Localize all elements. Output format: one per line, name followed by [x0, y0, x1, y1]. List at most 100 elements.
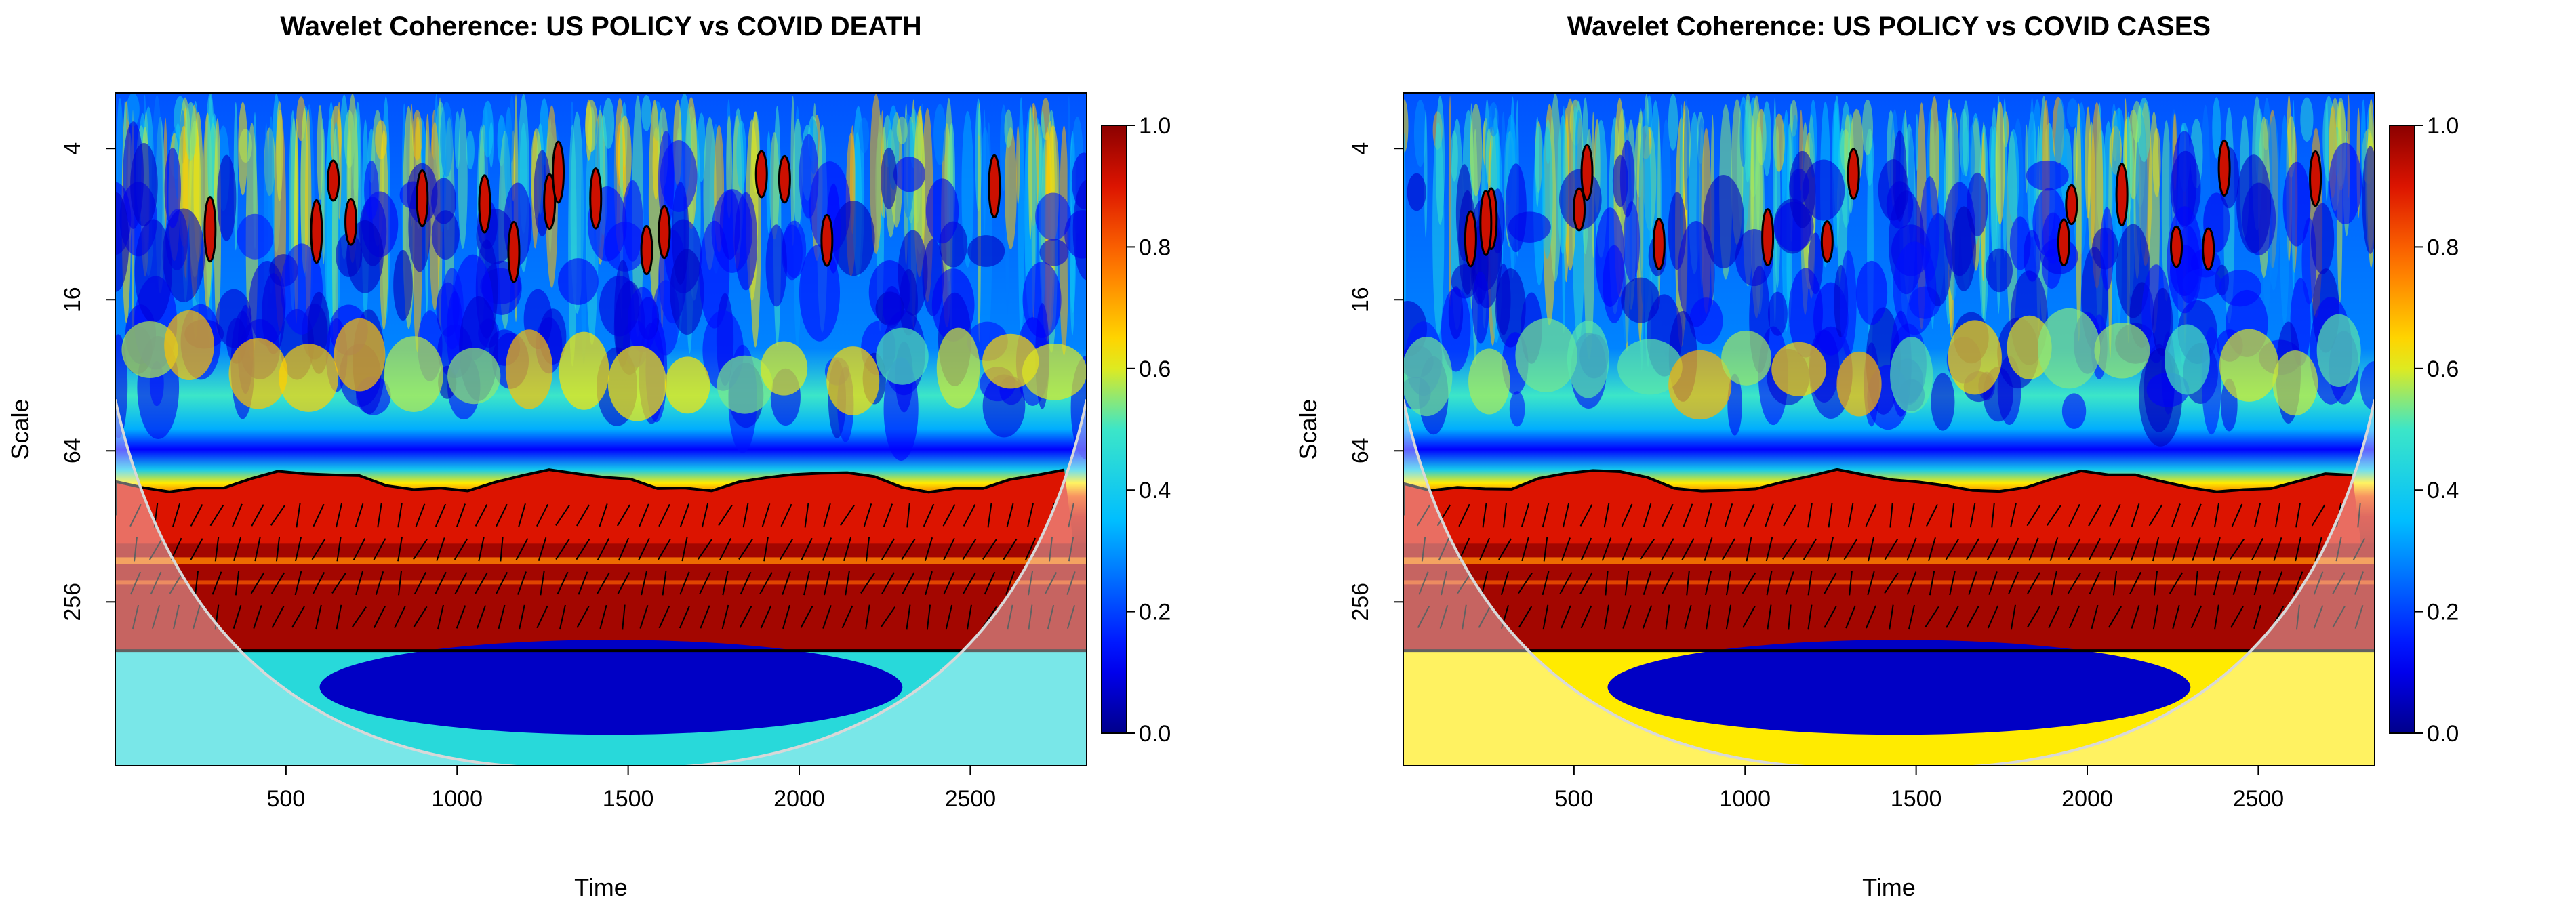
phase-arrow — [1542, 503, 1550, 528]
phase-arrow — [2088, 504, 2101, 527]
phase-arrow — [1683, 503, 1693, 527]
phase-arrow — [148, 538, 163, 560]
y-tick-label: 256 — [60, 583, 85, 621]
phase-arrow — [1908, 604, 1915, 630]
phase-arrow — [478, 537, 485, 562]
phase-arrow — [883, 503, 893, 527]
phase-arrow — [1643, 503, 1652, 527]
phase-arrow — [2129, 571, 2141, 595]
phase-arrow — [880, 606, 896, 627]
coherence-gap — [2026, 160, 2069, 191]
significant-spot — [988, 154, 1001, 219]
phase-arrow — [1418, 571, 1429, 595]
phase-arrow — [540, 571, 545, 596]
phase-arrow — [578, 571, 588, 595]
coherence-gap — [931, 268, 975, 342]
phase-arrow — [2357, 503, 2361, 528]
phase-arrow — [2172, 604, 2180, 630]
phase-arrow — [1521, 537, 1529, 562]
phase-arrow — [1788, 604, 1792, 630]
phase-arrow — [942, 504, 956, 527]
phase-arrow — [697, 539, 713, 560]
phase-arrow — [312, 572, 325, 594]
phase-arrow — [2295, 503, 2301, 528]
coherence-blob — [2219, 329, 2279, 402]
colorbar-tick-label: 0.2 — [2427, 600, 2459, 625]
coherence-gap — [1767, 291, 1788, 336]
phase-arrow — [1742, 572, 1756, 594]
phase-arrow — [1005, 571, 1015, 595]
coherence-streak — [1413, 100, 1427, 167]
coherence-gap — [2152, 287, 2173, 356]
phase-arrow — [1704, 503, 1712, 528]
phase-arrow — [336, 604, 342, 630]
significant-spot — [344, 197, 358, 246]
coherence-gap — [782, 220, 807, 278]
phase-arrow — [1785, 571, 1794, 595]
coherence-streak — [1683, 99, 1689, 211]
phase-arrow — [311, 538, 326, 560]
band-stripe — [1403, 580, 2375, 585]
coherence-streak — [1995, 101, 2005, 225]
phase-arrow — [2213, 571, 2221, 596]
phase-arrow — [599, 604, 607, 630]
coherence-streak — [977, 102, 981, 342]
phase-arrow — [352, 606, 367, 627]
significant-spot — [1573, 187, 1586, 232]
phase-arrow — [1622, 605, 1632, 629]
phase-arrow — [760, 605, 772, 629]
phase-arrow — [2091, 604, 2099, 630]
phase-arrow — [254, 537, 261, 562]
coherence-streak — [2007, 129, 2019, 223]
coherence-blob — [826, 346, 880, 415]
phase-arrow — [1066, 571, 1076, 595]
coherence-streak — [2085, 106, 2091, 219]
phase-arrow — [2213, 503, 2220, 528]
phase-arrow — [1048, 537, 1053, 562]
phase-arrow — [1746, 537, 1752, 562]
phase-arrow — [721, 604, 729, 630]
coherence-streak — [1649, 100, 1662, 310]
phase-arrow — [2068, 503, 2080, 527]
phase-arrow — [1824, 606, 1837, 628]
coherence-streak — [185, 102, 197, 161]
coherence-streak — [1744, 99, 1752, 183]
phase-arrow — [515, 538, 529, 560]
coherence-gap — [799, 244, 841, 342]
coherence-blob — [2272, 350, 2318, 416]
phase-arrow — [209, 504, 224, 527]
coherence-streak — [207, 94, 215, 212]
phase-arrow — [1889, 604, 1894, 630]
phase-arrow — [536, 503, 549, 527]
coherence-gap — [599, 275, 640, 337]
coherence-blob — [1771, 342, 1827, 396]
chart-cases-svg: Wavelet Coherence: US POLICY vs COVID CA… — [1294, 12, 2459, 901]
phase-arrow — [576, 504, 590, 527]
coherence-streak — [568, 125, 577, 367]
phase-arrow — [1621, 503, 1633, 527]
significant-spot — [2170, 225, 2183, 268]
coherence-gap — [898, 230, 928, 316]
coherence-streak — [509, 94, 515, 163]
significant-spot — [327, 159, 340, 202]
phase-arrow — [475, 504, 488, 527]
y-tick-label: 16 — [60, 287, 85, 312]
coherence-streak — [2325, 98, 2329, 202]
phase-arrow — [150, 571, 162, 595]
phase-arrow — [982, 539, 997, 560]
phase-arrow — [987, 503, 992, 528]
coherence-blob — [447, 348, 501, 405]
coherence-gap — [217, 154, 237, 241]
phase-arrow — [823, 503, 831, 528]
phase-arrow — [2272, 571, 2283, 595]
coherence-streak — [1809, 99, 1817, 178]
phase-arrow — [2313, 605, 2324, 629]
phase-arrow — [1725, 571, 1732, 596]
phase-arrow — [1439, 605, 1449, 629]
significant-spot — [1820, 220, 1834, 263]
coherence-streak — [896, 116, 908, 145]
coherence-gap — [364, 160, 379, 220]
phase-arrow — [331, 572, 346, 594]
phase-arrow — [375, 571, 384, 595]
significant-spot — [2115, 163, 2129, 227]
